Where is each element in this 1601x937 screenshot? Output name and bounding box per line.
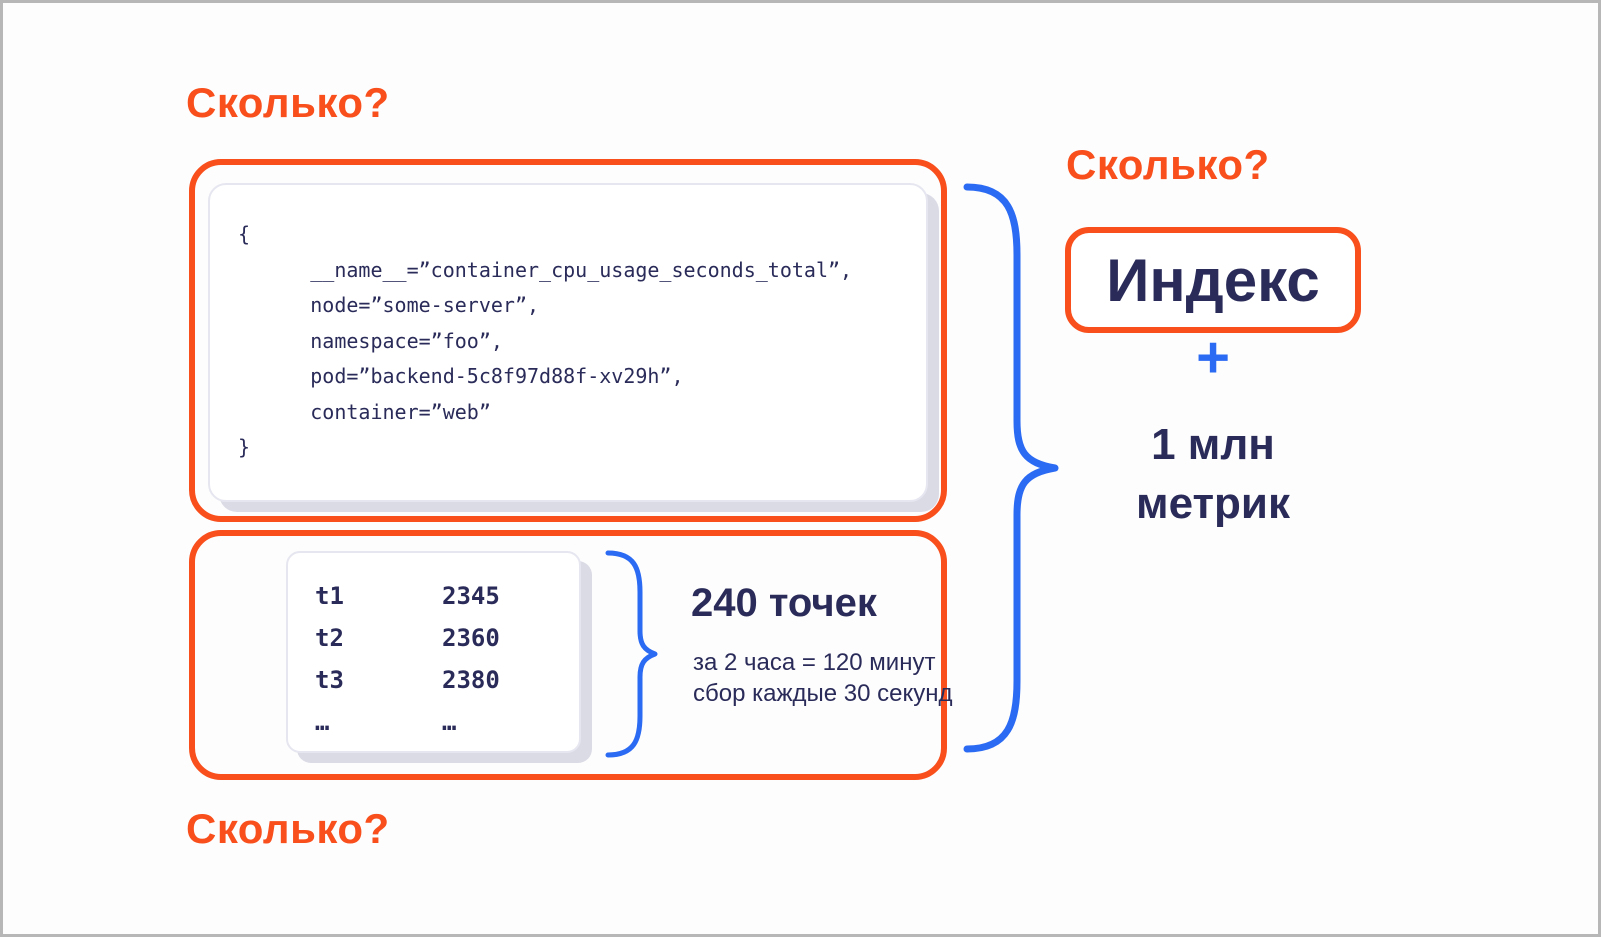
- index-box: Индекс: [1065, 227, 1361, 333]
- value-cell: 2360: [442, 624, 500, 652]
- labelset-code-card: { __name__=”container_cpu_usage_seconds_…: [208, 183, 928, 502]
- points-count-subtext: за 2 часа = 120 минут сбор каждые 30 сек…: [693, 647, 953, 709]
- samples-table-card: t1 2345 t2 2360 t3 2380 … …: [286, 551, 581, 753]
- code-line: pod=”backend-5c8f97d88f-xv29h”,: [238, 364, 684, 388]
- timestamp-cell: t1: [315, 582, 344, 610]
- table-row: … …: [315, 701, 579, 743]
- value-cell: 2380: [442, 666, 500, 694]
- points-subtext-line2: сбор каждые 30 секунд: [693, 680, 953, 707]
- table-row: t1 2345: [315, 575, 579, 617]
- timestamp-cell: t3: [315, 666, 344, 694]
- small-curly-brace-icon: [605, 550, 658, 758]
- plus-icon: +: [1196, 325, 1230, 390]
- question-top-left: Сколько?: [186, 79, 390, 126]
- value-cell: 2345: [442, 582, 500, 610]
- value-cell: …: [442, 708, 457, 736]
- samples-outline-box: [189, 530, 947, 780]
- timestamp-cell: t2: [315, 624, 344, 652]
- code-line: }: [238, 435, 251, 459]
- code-line: namespace=”foo”,: [238, 328, 503, 353]
- code-line: __name__=”container_cpu_usage_seconds_to…: [238, 257, 853, 282]
- labelset-outline-box: [189, 159, 947, 522]
- metrics-count-line2: метрик: [1136, 479, 1290, 528]
- points-count-title: 240 точек: [691, 581, 877, 625]
- question-right: Сколько?: [1066, 141, 1270, 188]
- timestamp-cell: …: [315, 708, 330, 736]
- code-line: container=”web”: [238, 399, 491, 424]
- question-bottom-left: Сколько?: [186, 805, 390, 852]
- big-curly-brace-icon: [963, 183, 1059, 753]
- table-row: t2 2360: [315, 617, 579, 659]
- points-subtext-line1: за 2 часа = 120 минут: [693, 649, 936, 676]
- metrics-count-line1: 1 млн: [1151, 420, 1275, 469]
- index-label: Индекс: [1106, 246, 1320, 314]
- metrics-count: 1 млн метрик: [1040, 415, 1386, 533]
- code-line: {: [238, 222, 251, 246]
- table-row: t3 2380: [315, 659, 579, 701]
- code-line: node=”some-server”,: [238, 293, 540, 317]
